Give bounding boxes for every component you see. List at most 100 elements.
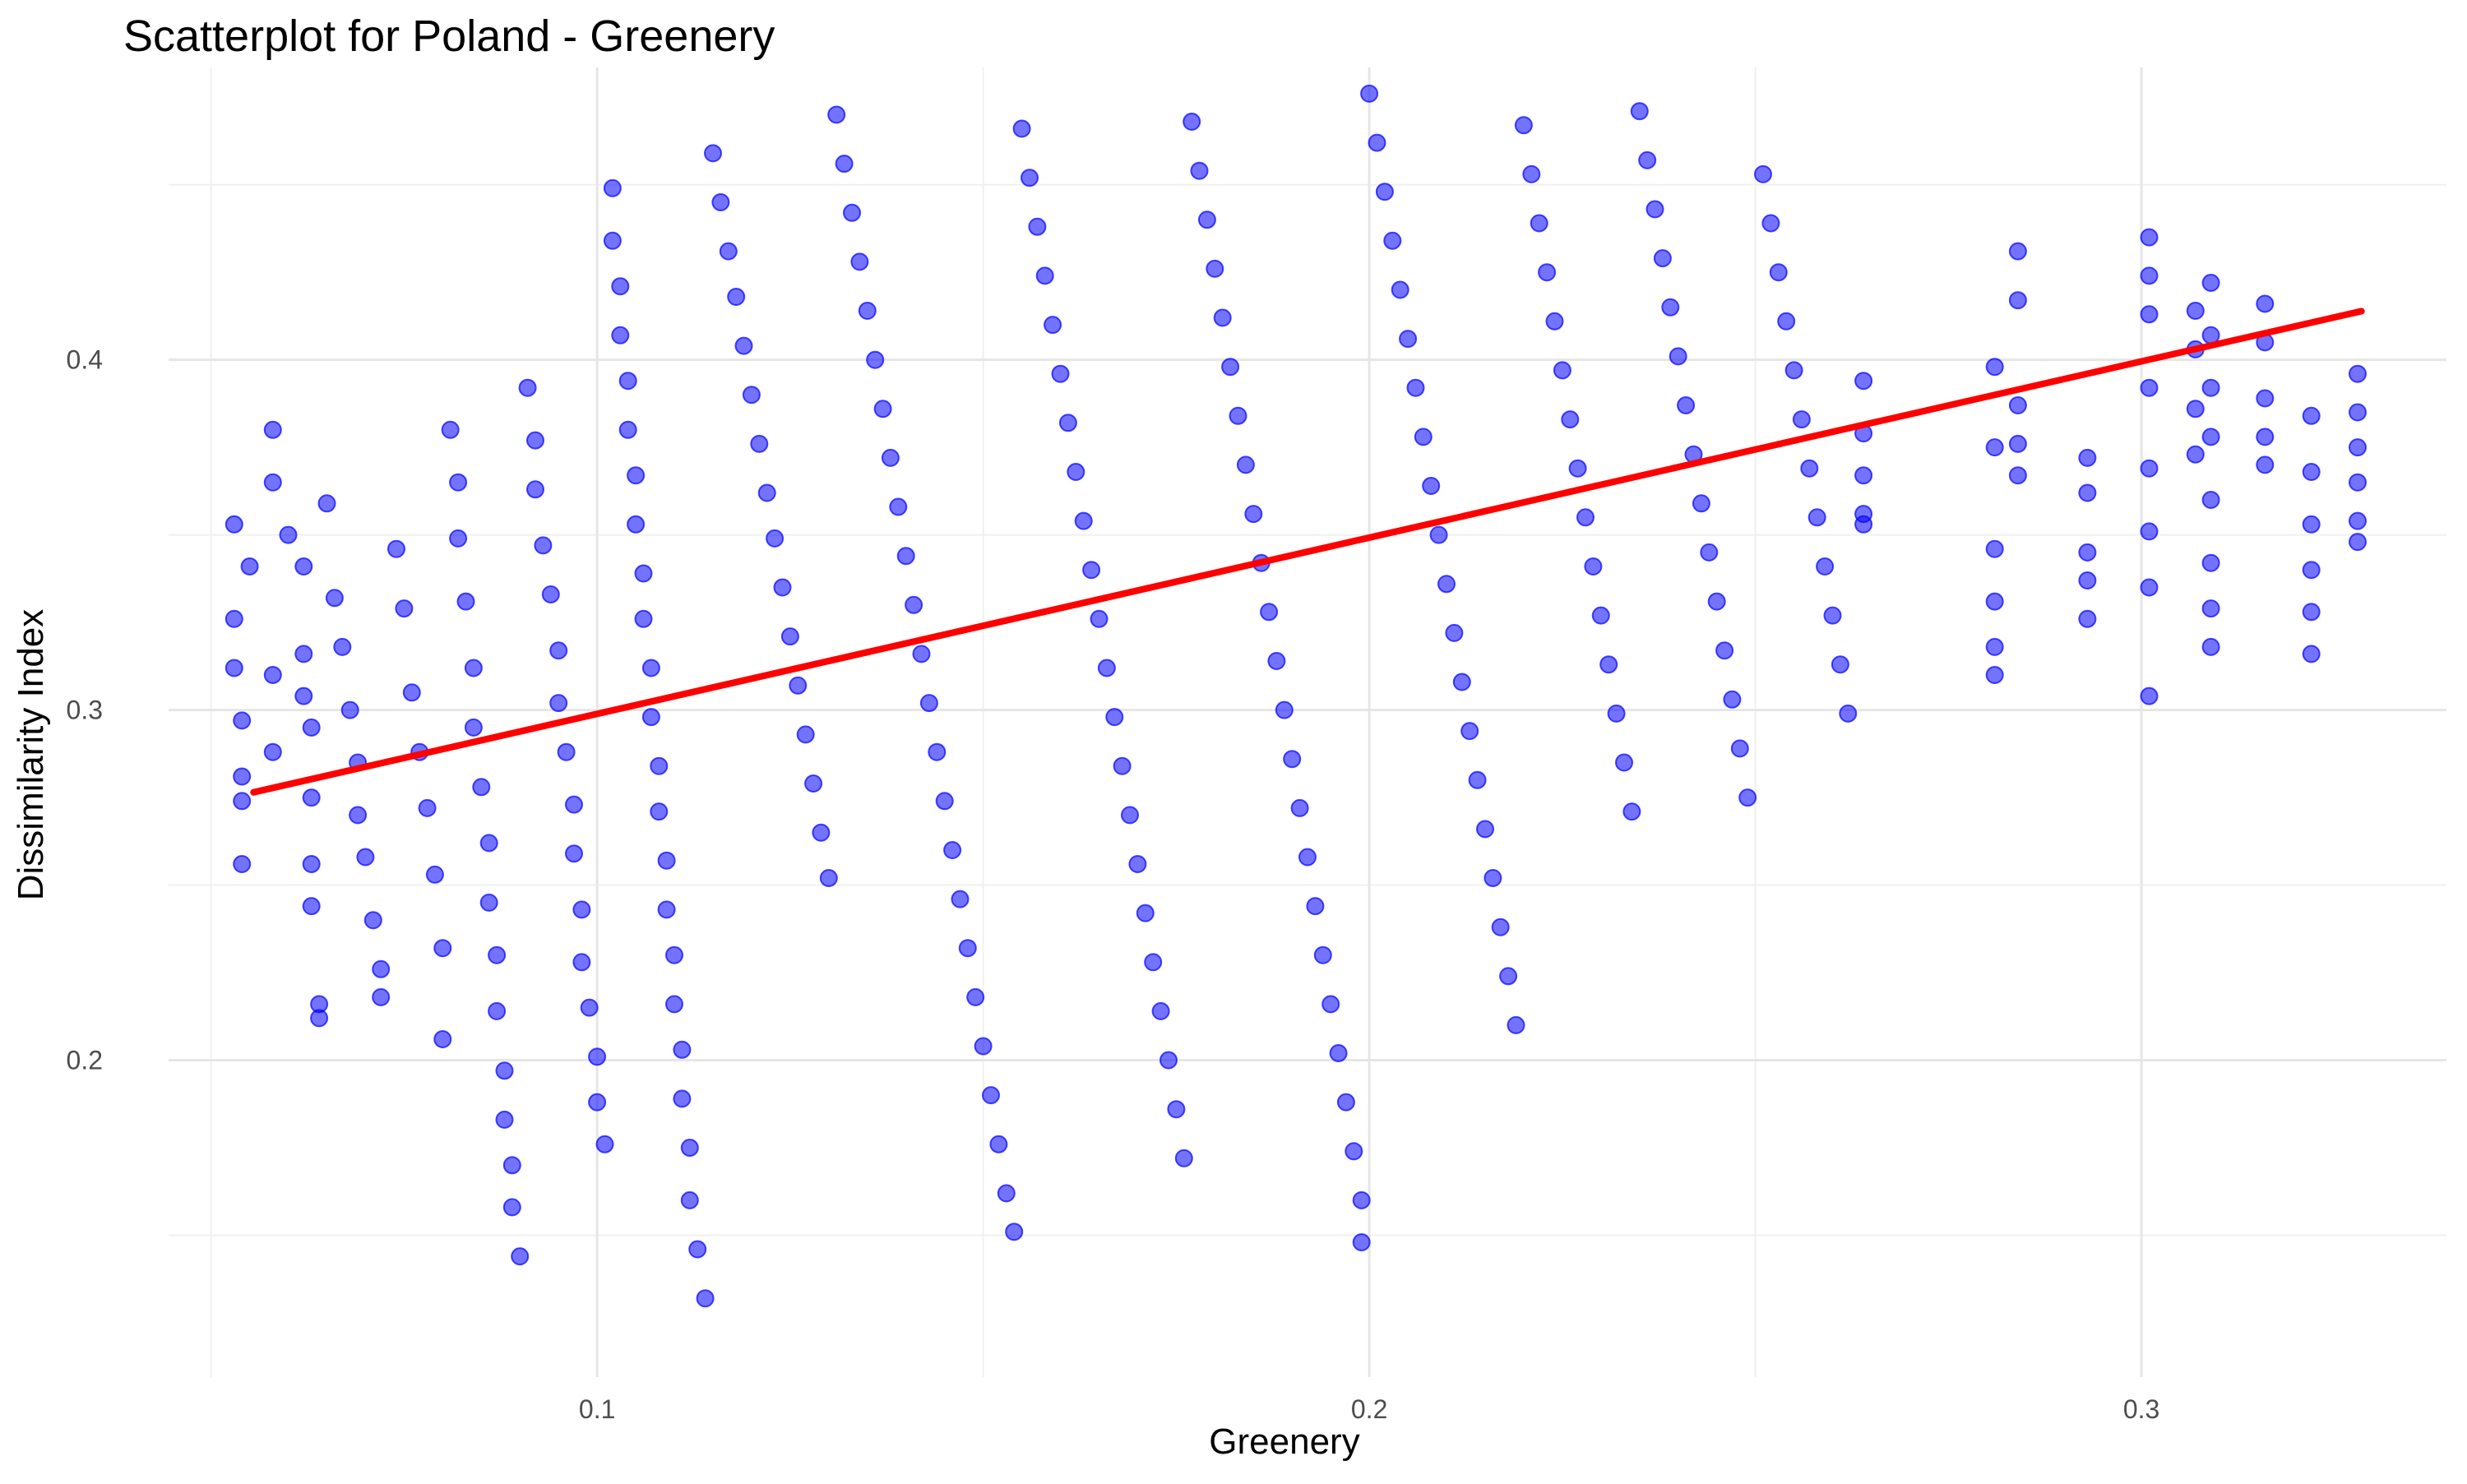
- data-point: [2141, 460, 2158, 477]
- data-point: [2141, 580, 2158, 596]
- data-point: [265, 667, 281, 683]
- data-point: [844, 205, 860, 221]
- x-tick-label: 0.1: [579, 1394, 615, 1424]
- data-point: [1454, 674, 1470, 691]
- data-point: [1145, 954, 1161, 970]
- gridlines: [169, 67, 2446, 1377]
- data-point: [1014, 121, 1030, 137]
- y-tick-label: 0.2: [67, 1046, 103, 1075]
- data-point: [1438, 576, 1455, 592]
- data-point: [1762, 215, 1779, 232]
- data-point: [890, 499, 906, 515]
- data-point: [643, 709, 660, 725]
- data-point: [458, 594, 474, 610]
- data-point: [2141, 523, 2158, 539]
- data-point: [1037, 267, 1053, 284]
- data-point: [2349, 439, 2366, 455]
- data-point: [535, 537, 551, 553]
- data-point: [1431, 527, 1447, 543]
- data-point: [1600, 656, 1617, 673]
- data-point: [573, 954, 590, 970]
- data-point: [952, 891, 969, 908]
- data-point: [1446, 625, 1462, 641]
- data-point: [1461, 723, 1478, 739]
- data-point: [497, 1062, 513, 1079]
- data-point: [473, 779, 489, 795]
- data-point: [1315, 947, 1331, 964]
- data-point: [1855, 372, 1872, 389]
- data-point: [1484, 870, 1501, 886]
- data-point: [1099, 660, 1115, 677]
- data-point: [527, 432, 544, 449]
- data-point: [643, 660, 660, 677]
- data-point: [1331, 1045, 1347, 1061]
- chart-title: Scatterplot for Poland - Greenery: [123, 12, 775, 61]
- data-point: [705, 145, 721, 161]
- data-point: [967, 989, 984, 1006]
- data-point: [226, 611, 243, 627]
- data-point: [1192, 163, 1208, 179]
- data-point: [736, 338, 752, 354]
- data-point: [944, 842, 960, 858]
- data-point: [612, 278, 628, 294]
- data-point: [2349, 405, 2366, 421]
- data-point: [1276, 702, 1293, 719]
- data-point: [303, 719, 320, 736]
- data-point: [1678, 397, 1694, 414]
- data-point: [898, 548, 914, 564]
- data-point: [558, 744, 575, 760]
- data-point: [1801, 460, 1817, 477]
- data-point: [659, 901, 675, 918]
- data-point: [2203, 555, 2219, 571]
- data-point: [1755, 166, 1771, 183]
- data-point: [2203, 600, 2219, 617]
- data-point: [712, 194, 729, 210]
- data-point: [1987, 667, 2003, 683]
- data-point: [511, 1248, 528, 1264]
- data-point: [1153, 1003, 1169, 1019]
- data-point: [1724, 691, 1740, 708]
- data-point: [789, 677, 806, 694]
- data-point: [1129, 856, 1146, 872]
- data-point: [226, 516, 243, 533]
- data-point: [265, 474, 281, 491]
- data-point: [805, 775, 822, 792]
- data-point: [2303, 562, 2320, 578]
- data-point: [589, 1094, 605, 1111]
- data-point: [1299, 849, 1316, 866]
- data-point: [1987, 439, 2003, 455]
- data-points: [226, 86, 2366, 1306]
- data-point: [1284, 751, 1300, 767]
- data-point: [295, 645, 312, 662]
- data-point: [2141, 306, 2158, 322]
- data-point: [242, 558, 258, 575]
- data-point: [2203, 380, 2219, 396]
- data-point: [1400, 331, 1416, 347]
- data-point: [612, 327, 628, 344]
- data-point: [697, 1290, 714, 1306]
- data-point: [2303, 603, 2320, 620]
- data-point: [1006, 1223, 1022, 1240]
- data-point: [234, 856, 250, 872]
- data-point: [1817, 558, 1833, 575]
- data-point: [1794, 411, 1810, 428]
- data-point: [326, 589, 343, 606]
- data-point: [1408, 380, 1424, 396]
- data-point: [921, 695, 937, 711]
- data-point: [2079, 611, 2095, 627]
- data-point: [334, 639, 350, 655]
- data-point: [1176, 1150, 1192, 1167]
- data-point: [1392, 282, 1409, 298]
- data-point: [1508, 1017, 1525, 1033]
- data-point: [666, 947, 683, 964]
- data-point: [504, 1199, 521, 1215]
- data-point: [1531, 215, 1548, 232]
- data-point: [604, 180, 621, 196]
- data-point: [2141, 688, 2158, 705]
- data-point: [303, 856, 320, 872]
- data-point: [2349, 534, 2366, 550]
- data-point: [373, 961, 389, 978]
- data-point: [2187, 303, 2204, 319]
- data-point: [504, 1157, 521, 1173]
- data-point: [751, 436, 767, 452]
